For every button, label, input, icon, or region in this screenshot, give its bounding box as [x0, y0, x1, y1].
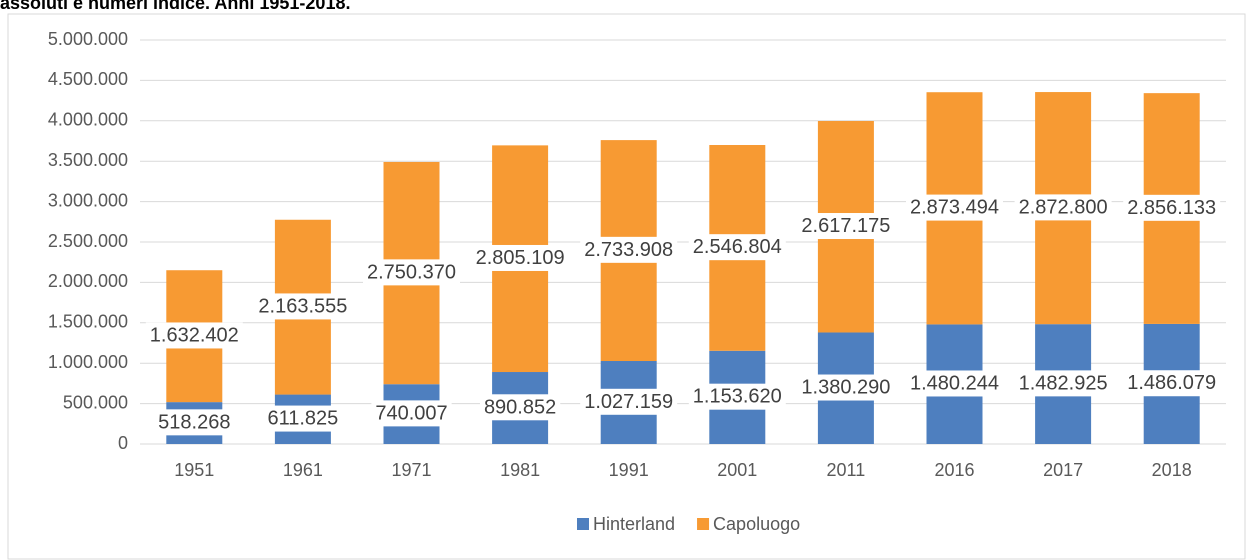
y-tick-label: 1.500.000: [48, 312, 128, 332]
x-tick-label: 1951: [174, 460, 214, 480]
x-tick-label: 1991: [609, 460, 649, 480]
data-label-bg: [1014, 370, 1112, 397]
data-label: 1.486.079: [1127, 372, 1216, 394]
x-tick-label: 2017: [1043, 460, 1083, 480]
chart-title: assoluti e numeri indice. Anni 1951-2018…: [0, 0, 350, 13]
data-label: 2.617.175: [801, 215, 890, 237]
data-label: 2.733.908: [584, 239, 673, 261]
data-label-bg: [580, 388, 678, 415]
data-label: 1.482.925: [1019, 372, 1108, 394]
data-label: 2.872.800: [1019, 196, 1108, 218]
data-label: 518.268: [158, 411, 230, 433]
data-label-bg: [471, 244, 569, 271]
x-tick-label: 2018: [1152, 460, 1192, 480]
y-tick-label: 2.000.000: [48, 271, 128, 291]
legend-label: Hinterland: [593, 514, 675, 534]
legend-swatch: [577, 518, 589, 530]
data-label: 2.873.494: [910, 197, 999, 219]
data-label: 2.163.555: [258, 295, 347, 317]
data-label-bg: [1123, 194, 1221, 221]
data-label: 2.805.109: [476, 247, 565, 269]
y-tick-label: 0: [118, 433, 128, 453]
data-label: 1.027.159: [584, 391, 673, 413]
y-tick-label: 3.500.000: [48, 150, 128, 170]
data-label-bg: [371, 400, 452, 427]
data-label-bg: [688, 234, 786, 261]
data-label-bg: [688, 383, 786, 410]
data-label-bg: [906, 194, 1003, 221]
data-label-bg: [797, 374, 895, 401]
data-label: 890.852: [484, 396, 556, 418]
data-label-bg: [145, 322, 243, 349]
data-label-bg: [1123, 370, 1221, 397]
data-label-bg: [906, 370, 1003, 397]
x-tick-label: 2016: [934, 460, 974, 480]
data-label-bg: [254, 293, 352, 320]
y-tick-label: 3.000.000: [48, 190, 128, 210]
x-tick-label: 2011: [827, 460, 866, 480]
data-label-bg: [797, 213, 895, 240]
data-label-bg: [580, 236, 678, 263]
data-label-bg: [1014, 194, 1112, 221]
data-label: 1.380.290: [801, 377, 890, 399]
data-label-bg: [363, 259, 460, 286]
y-tick-label: 2.500.000: [48, 231, 128, 251]
data-label-bg: [479, 394, 561, 421]
data-label: 1.632.402: [150, 324, 239, 346]
data-label: 740.007: [375, 402, 447, 424]
y-tick-label: 1.000.000: [48, 352, 128, 372]
legend-label: Capoluogo: [713, 514, 800, 534]
data-label-bg: [154, 409, 235, 436]
x-tick-label: 2001: [717, 460, 757, 480]
y-tick-label: 4.000.000: [48, 110, 128, 130]
data-label: 1.480.244: [910, 372, 999, 394]
data-label: 1.153.620: [693, 386, 782, 408]
data-label: 2.856.133: [1127, 197, 1216, 219]
y-tick-label: 500.000: [63, 392, 128, 412]
y-tick-label: 4.500.000: [48, 69, 128, 89]
data-label: 611.825: [267, 408, 338, 430]
data-label: 2.750.370: [367, 261, 456, 283]
data-label-bg: [263, 405, 343, 432]
x-tick-label: 1971: [391, 460, 431, 480]
data-label: 2.546.804: [693, 236, 782, 258]
legend-swatch: [697, 518, 710, 530]
x-tick-label: 1981: [500, 460, 540, 480]
y-tick-label: 5.000.000: [48, 29, 128, 49]
x-tick-label: 1961: [283, 460, 323, 480]
